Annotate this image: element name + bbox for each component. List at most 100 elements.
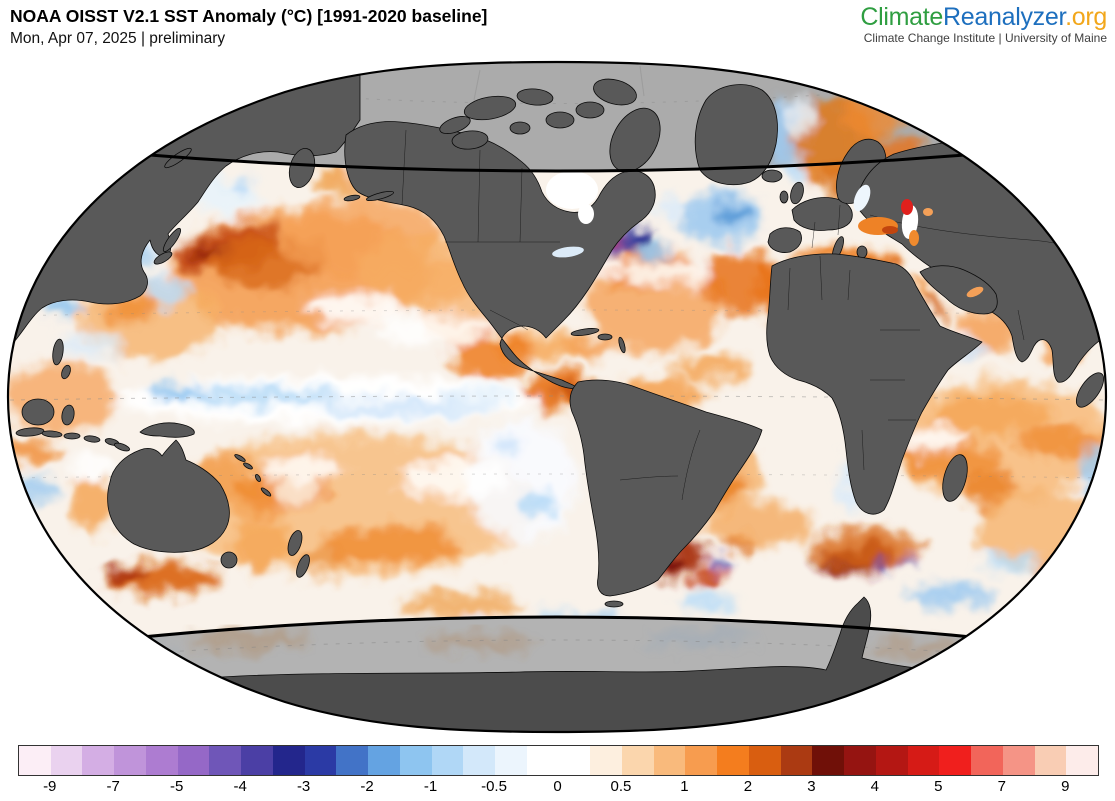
map-art-blob (853, 184, 871, 212)
map-art-blob (451, 130, 489, 150)
map-art-blob (597, 333, 613, 341)
map-art-blob (1093, 291, 1103, 305)
map-art-blob (942, 454, 968, 502)
colorbar (18, 745, 1099, 776)
map-art-blob (105, 567, 145, 583)
colorbar-segment (590, 746, 622, 775)
map-art-blob (234, 454, 246, 462)
colorbar-segment (1002, 746, 1035, 775)
colorbar-tick-label: 5 (934, 778, 943, 795)
logo-tagline: Climate Change Institute | University of… (863, 31, 1107, 46)
colorbar-segment (1066, 746, 1098, 775)
colorbar-segment (875, 746, 908, 775)
map-art-blob (810, 528, 920, 568)
map-art-blob (400, 460, 510, 496)
map-art-blob (570, 328, 600, 336)
map-art-blob (320, 525, 460, 565)
colorbar-segment (526, 746, 559, 775)
map-art-blob (686, 570, 726, 586)
logo-part-org: .org (1065, 3, 1107, 31)
map-art-blob (61, 364, 71, 380)
map-art-blob (578, 204, 594, 224)
colorbar-segment (907, 746, 940, 775)
colorbar-segment (558, 746, 591, 775)
south-data-boundary-arc (8, 615, 1106, 654)
map-art-blob (190, 630, 310, 650)
colorbar-tick-label: -0.5 (481, 778, 507, 795)
map-art-blob (966, 286, 984, 298)
map-art-blob (638, 244, 670, 260)
land-central-europe (791, 197, 853, 231)
colorbar-segment (717, 746, 749, 775)
colorbar-segment (272, 746, 305, 775)
map-art-blob (375, 315, 485, 345)
map-art-blob (930, 395, 1050, 435)
colorbar-tick-label: 4 (870, 778, 880, 795)
land-new-guinea (139, 422, 195, 438)
land-australia (107, 439, 230, 553)
map-art-blob (296, 554, 310, 578)
colorbar-segment (82, 746, 115, 775)
map-art-blob (265, 456, 345, 480)
map-art-blob (546, 171, 598, 209)
colorbar-tick-label: 1 (680, 778, 689, 795)
map-art-blob (520, 493, 560, 517)
map-art-blob (63, 432, 81, 440)
map-art-blob (220, 551, 238, 569)
map-art-blob (67, 454, 117, 476)
map-art-blob (463, 95, 517, 121)
map-art-blob (366, 190, 394, 202)
map-art-blob (908, 583, 992, 607)
map-art-blob (545, 111, 575, 129)
colorbar-tick-label: 0 (553, 778, 562, 795)
map-art-blob (783, 154, 807, 186)
map-art-blob (439, 116, 471, 134)
colorbar-segment (336, 746, 369, 775)
map-art-blob (882, 226, 898, 234)
colorbar-tick-label: 0.5 (610, 778, 632, 795)
colorbar-segment (431, 746, 464, 775)
map-art-blob (1075, 372, 1105, 408)
logo-part-reanalyzer: Reanalyzer (943, 3, 1066, 31)
map-art-blob (604, 600, 624, 608)
colorbar-segment (685, 746, 718, 775)
map-art-blob (705, 503, 815, 547)
map-art-blob (83, 435, 101, 443)
map-art-blob (270, 475, 320, 505)
logo-link[interactable]: ClimateReanalyzer.org Climate Change Ins… (860, 4, 1107, 45)
date-line: Mon, Apr 07, 2025 | preliminary (10, 30, 226, 47)
colorbar-tick-labels: -9 -7 -5 -4 -3 -2 -1 -0.5 0 0.5 1 2 3 4 5 7 9 (18, 778, 1097, 798)
map-art-blob (844, 96, 900, 140)
land-arabia (919, 265, 998, 315)
map-art-blob (260, 487, 272, 497)
colorbar-segment (780, 746, 813, 775)
colorbar-segment (653, 746, 686, 775)
colorbar-segment (1034, 746, 1067, 775)
map-art-blob (909, 230, 919, 246)
colorbar-segment (177, 746, 210, 775)
map-art-blob (779, 190, 789, 204)
map-art-blob (902, 556, 914, 564)
map-art-blob (876, 561, 892, 571)
map-art-blob (856, 245, 868, 259)
colorbar-segment (971, 746, 1003, 775)
map-art-blob (41, 430, 63, 438)
map-art-blob (593, 78, 637, 106)
map-art-blob (15, 427, 45, 437)
map-art-blob (516, 88, 554, 106)
land-south-america (569, 379, 763, 597)
colorbar-tick-label: -3 (296, 778, 311, 795)
colorbar-segment (812, 746, 845, 775)
map-art-blob (788, 98, 812, 138)
map-art-blob (982, 552, 1038, 572)
colorbar-tick-label: -2 (360, 778, 374, 795)
map-art-blob (140, 275, 190, 305)
land-iberia (767, 227, 802, 253)
map-art-blob (452, 332, 532, 380)
colorbar-segment (241, 746, 273, 775)
map-art-blob (713, 203, 747, 225)
map-art-blob (243, 462, 253, 470)
colorbar-tick-label: 3 (807, 778, 816, 795)
map-art-blob (153, 251, 173, 265)
sst-anomaly-map (6, 60, 1108, 734)
